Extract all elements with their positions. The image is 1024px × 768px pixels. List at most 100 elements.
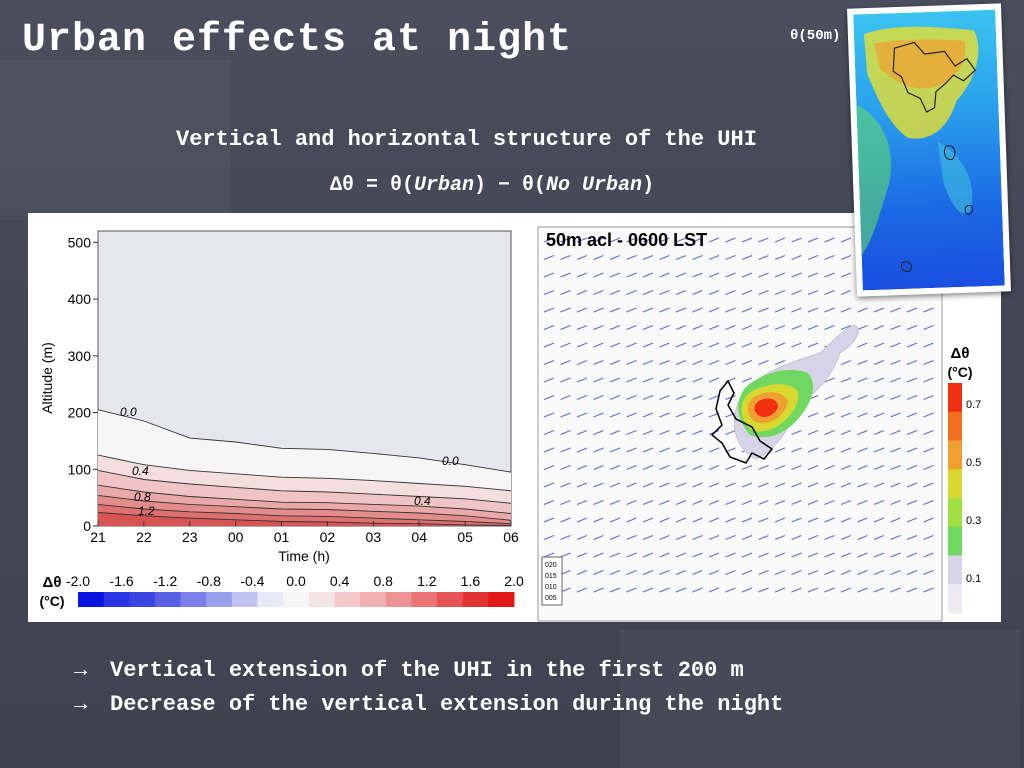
wind-arrow (906, 465, 918, 470)
wind-arrow (576, 517, 588, 523)
wind-arrow (642, 535, 654, 540)
wind-arrow (593, 447, 604, 453)
vertical-section-chart: 0 100 200 300 400 500 21 22 23 00 01 02 03 04 05 06 Al… (39, 230, 524, 609)
wind-arrow (692, 360, 703, 365)
wind-arrow (659, 587, 670, 593)
wind-arrow (609, 342, 621, 348)
colorbar-label: Δθ (951, 345, 970, 362)
wind-arrow (824, 255, 835, 260)
wind-arrow (543, 360, 555, 365)
wind-arrow (642, 430, 654, 435)
wind-arrow (890, 395, 901, 400)
wind-arrow (675, 412, 687, 418)
wind-arrow (857, 517, 868, 523)
wind-arrow (659, 535, 670, 540)
wind-arrow (609, 290, 621, 295)
wind-arrow (840, 237, 852, 243)
y-tick-label: 400 (68, 291, 92, 307)
wind-arrow (725, 360, 736, 365)
wind-arrow (692, 255, 703, 260)
wind-arrow (560, 465, 571, 470)
wind-arrow (609, 360, 621, 365)
wind-arrow (807, 552, 819, 558)
wind-arrow (857, 482, 868, 488)
wind-arrow (923, 465, 934, 470)
wind-arrow (609, 395, 621, 400)
wind-arrow (840, 500, 852, 505)
colorbar-tick-label: -1.6 (110, 573, 134, 589)
wind-arrow (593, 325, 604, 330)
colorbar-tick-label: -1.2 (153, 573, 177, 589)
wind-arrow (807, 587, 819, 593)
wind-arrow (840, 535, 852, 540)
wind-arrow (560, 412, 571, 418)
wind-arrow (692, 290, 703, 295)
colorbar-swatch (283, 592, 310, 607)
wind-arrow (593, 500, 604, 505)
wind-arrow (560, 447, 571, 453)
wind-arrow (774, 517, 786, 523)
wind-arrow (675, 237, 687, 243)
wind-arrow (609, 465, 621, 470)
colorbar-swatch (360, 592, 387, 607)
wind-arrow (873, 412, 885, 418)
wind-arrow (626, 587, 637, 593)
contour-line (97, 469, 512, 504)
wind-arrow (675, 587, 687, 593)
wind-arrow (543, 482, 555, 488)
wind-arrow (543, 325, 555, 330)
wind-arrow (824, 377, 835, 383)
wind-arrow (675, 272, 687, 278)
contour-line (97, 454, 512, 492)
colorbar-swatch (948, 526, 962, 557)
wind-arrow (675, 552, 687, 558)
wind-arrow (906, 535, 918, 540)
wind-arrow (593, 342, 604, 348)
wind-arrow (560, 430, 571, 435)
wind-arrow (642, 517, 654, 523)
wind-arrow (708, 290, 720, 295)
wind-arrow (543, 412, 555, 418)
contour-label: 0.0 (442, 454, 459, 468)
wind-arrow (692, 272, 703, 278)
wind-arrow (626, 237, 637, 243)
wind-arrow (708, 255, 720, 260)
wind-arrow (692, 325, 703, 330)
wind-arrow (807, 255, 819, 260)
wind-arrow (609, 325, 621, 330)
colorbar-tick-label: -2.0 (66, 573, 90, 589)
wind-arrow (774, 570, 786, 575)
wind-arrow (906, 447, 918, 453)
colorbar-swatch (948, 498, 962, 528)
wind-arrow (725, 237, 736, 243)
x-tick-label: 00 (228, 529, 244, 545)
wind-arrow (560, 307, 571, 313)
wind-arrow (923, 517, 934, 523)
wind-arrow (741, 307, 753, 313)
wind-arrow (692, 412, 703, 418)
wind-arrow (659, 360, 670, 365)
wind-arrow (741, 290, 753, 295)
wind-legend-label: 010 (545, 584, 557, 591)
wind-arrow (708, 360, 720, 365)
wind-arrow (807, 465, 819, 470)
wind-arrow (791, 307, 802, 313)
wind-arrow (576, 290, 588, 295)
wind-arrow (857, 307, 868, 313)
wind-arrow (609, 552, 621, 558)
wind-arrow (840, 290, 852, 295)
wind-arrow (758, 482, 769, 488)
wind-arrow (626, 395, 637, 400)
wind-arrow (692, 377, 703, 383)
wind-arrow (576, 377, 588, 383)
wind-arrow (873, 500, 885, 505)
wind-arrow (890, 587, 901, 593)
contour-line (97, 503, 512, 525)
wind-arrow (626, 290, 637, 295)
wind-arrow (708, 587, 720, 593)
wind-arrow (857, 552, 868, 558)
inset-map-warm-zone (937, 141, 973, 214)
wind-arrow (576, 500, 588, 505)
inset-map-label: θ(50m) (790, 28, 841, 44)
wind-arrow (659, 307, 670, 313)
